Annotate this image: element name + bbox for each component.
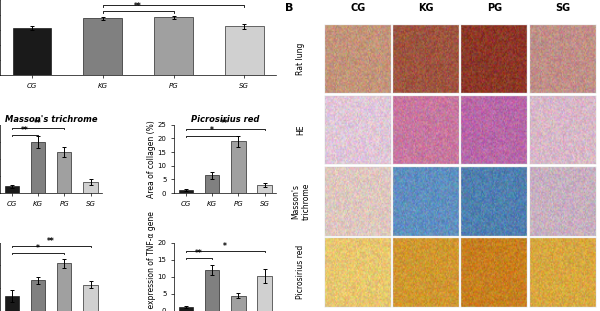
Bar bbox=[154, 17, 193, 75]
Bar bbox=[257, 185, 272, 193]
Bar bbox=[57, 152, 71, 193]
Text: Masson's
trichrome: Masson's trichrome bbox=[291, 183, 311, 220]
Text: *: * bbox=[223, 242, 227, 251]
Bar bbox=[5, 296, 19, 311]
Text: Picrosirius red: Picrosirius red bbox=[296, 245, 305, 299]
Bar bbox=[83, 18, 122, 75]
Text: **: ** bbox=[195, 249, 203, 258]
Y-axis label: Relative expression of TNF-α gene: Relative expression of TNF-α gene bbox=[147, 211, 156, 311]
Bar bbox=[57, 263, 71, 311]
Bar bbox=[5, 186, 19, 193]
Text: **: ** bbox=[221, 119, 229, 128]
Text: CG: CG bbox=[350, 3, 365, 13]
Bar bbox=[231, 141, 245, 193]
Text: Rat lung: Rat lung bbox=[296, 43, 305, 75]
Bar bbox=[179, 190, 193, 193]
Bar bbox=[257, 276, 272, 311]
Text: *: * bbox=[210, 126, 214, 135]
Title: Picrosirius red: Picrosirius red bbox=[191, 115, 259, 124]
Text: **: ** bbox=[34, 119, 42, 128]
Text: B: B bbox=[286, 3, 294, 13]
Bar bbox=[205, 270, 220, 311]
Bar bbox=[13, 28, 52, 75]
Bar bbox=[31, 142, 45, 193]
Bar bbox=[231, 296, 245, 311]
Text: *: * bbox=[36, 244, 40, 253]
Bar bbox=[225, 26, 264, 75]
Bar bbox=[31, 280, 45, 311]
Text: KG: KG bbox=[418, 3, 434, 13]
Y-axis label: Area of collagen (%): Area of collagen (%) bbox=[147, 120, 156, 198]
Bar bbox=[83, 182, 98, 193]
Text: **: ** bbox=[47, 237, 55, 246]
Text: **: ** bbox=[170, 0, 178, 5]
Text: **: ** bbox=[134, 2, 142, 11]
Bar bbox=[83, 285, 98, 311]
Bar bbox=[179, 307, 193, 311]
Text: PG: PG bbox=[487, 3, 502, 13]
Title: Masson's trichrome: Masson's trichrome bbox=[5, 115, 97, 124]
Text: HE: HE bbox=[296, 125, 305, 135]
Bar bbox=[205, 175, 220, 193]
Text: **: ** bbox=[21, 126, 29, 135]
Text: SG: SG bbox=[555, 3, 570, 13]
